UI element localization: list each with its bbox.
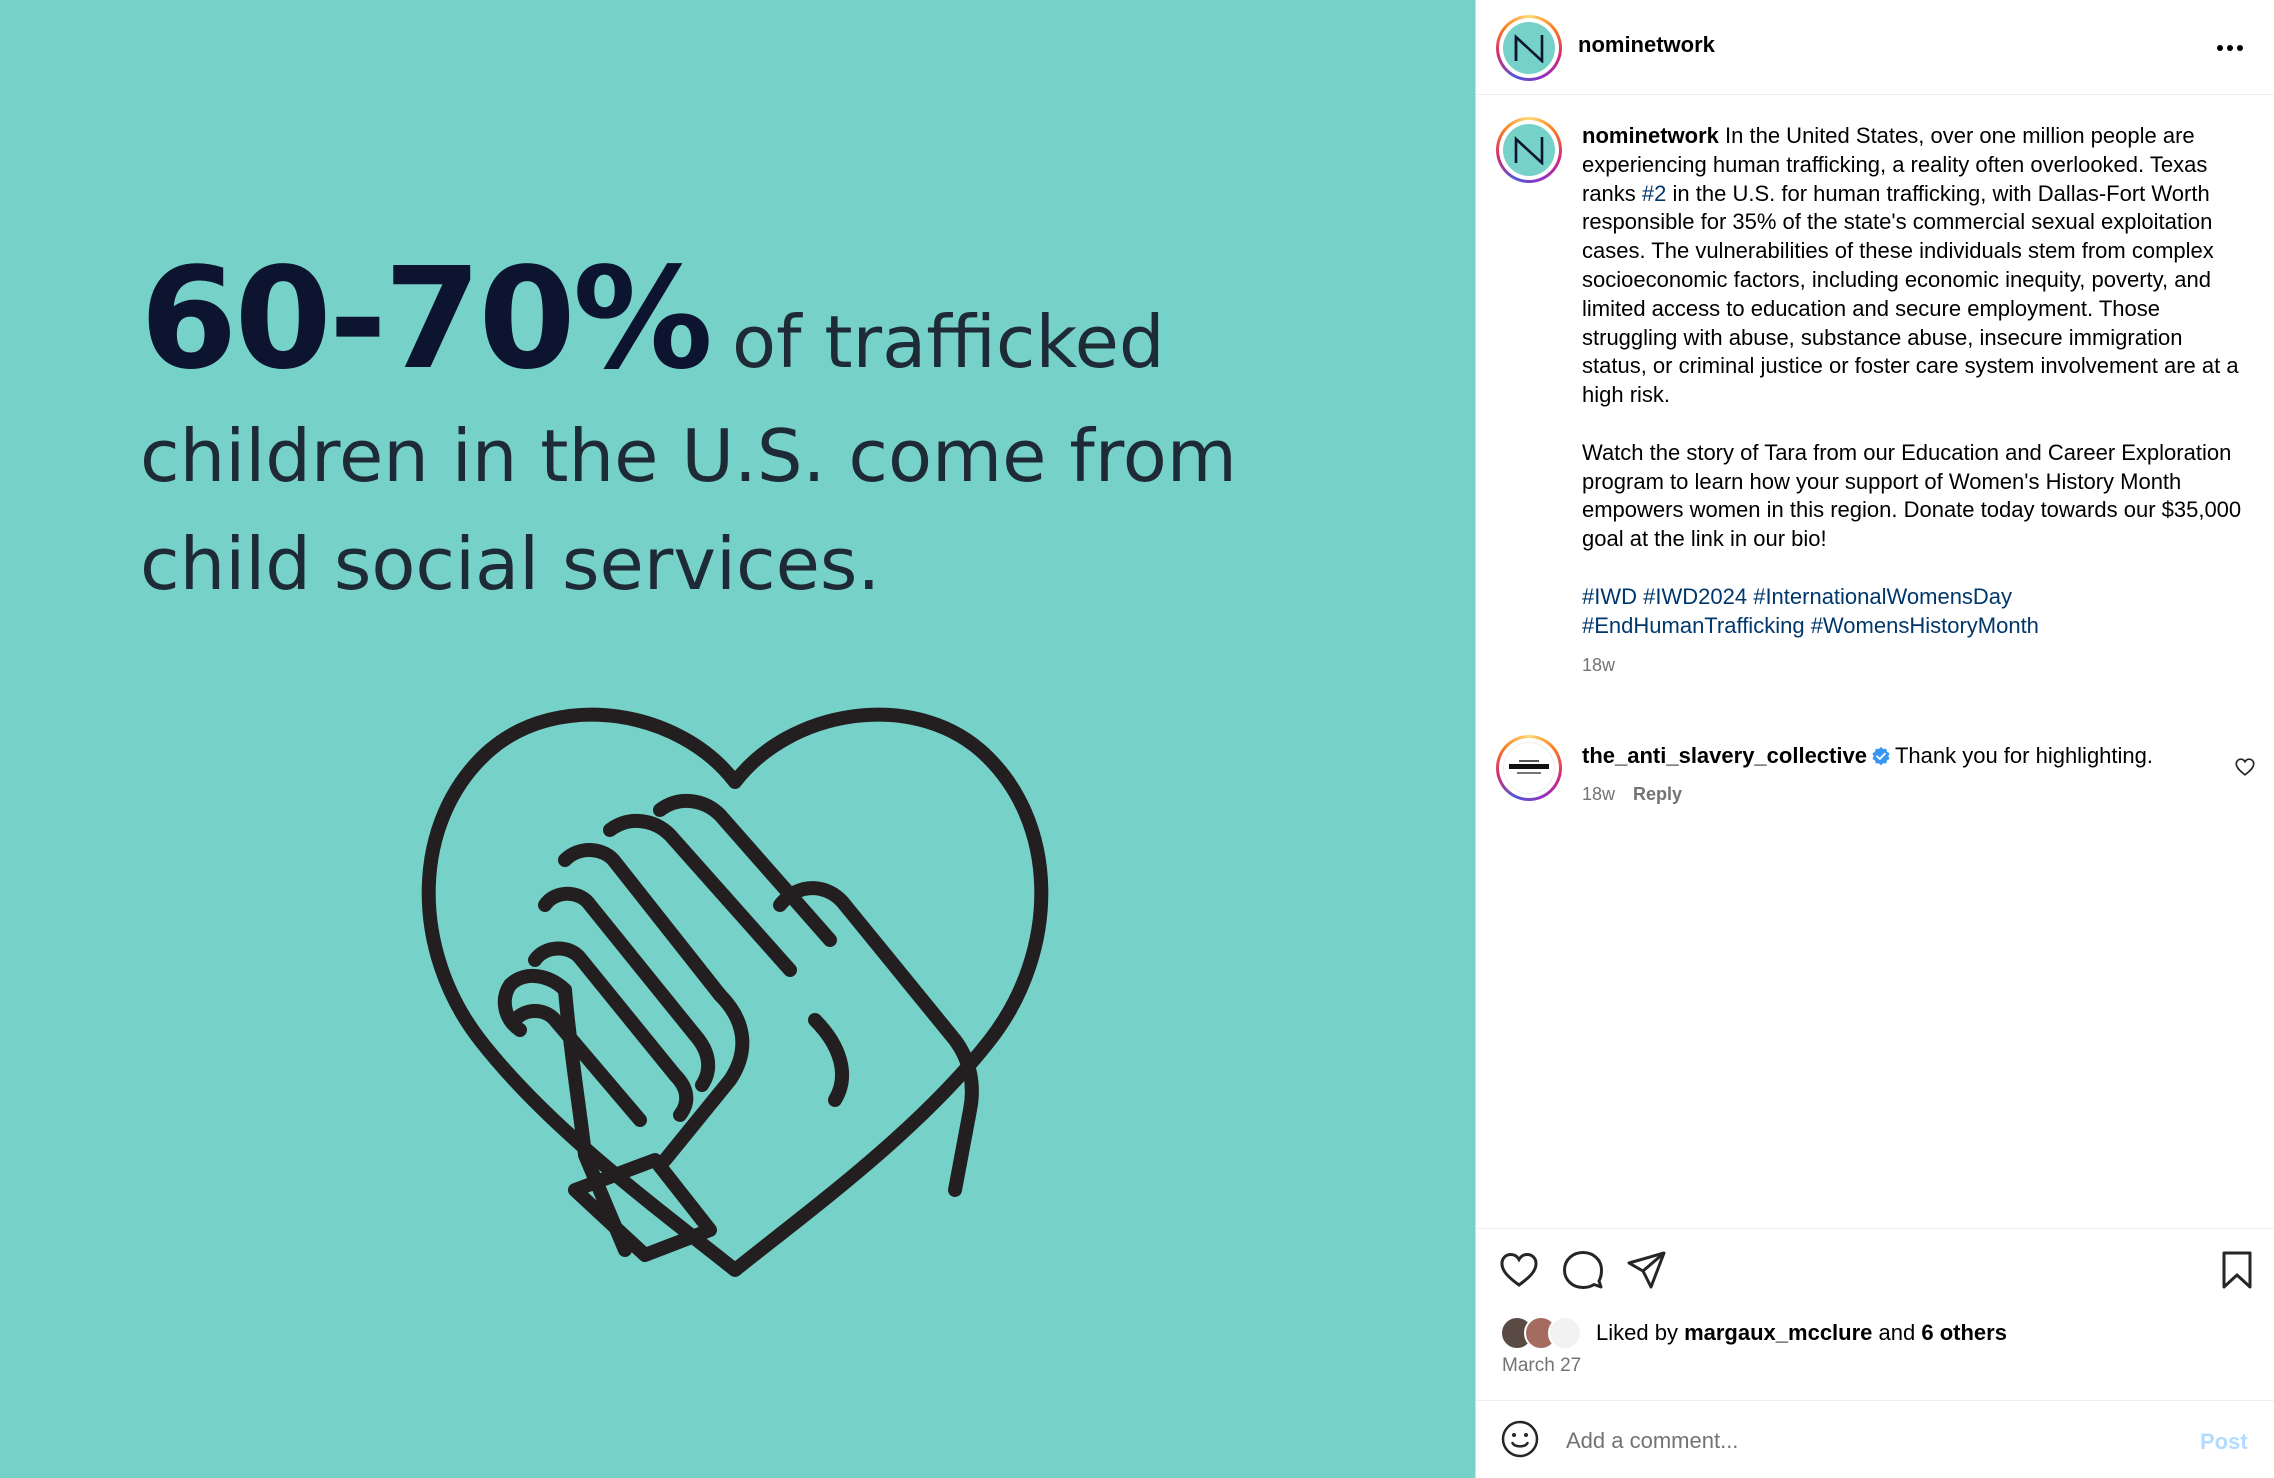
caption-body-part2: in the U.S. for human trafficking, with …	[1582, 180, 2239, 408]
header-username[interactable]: nominetwork	[1578, 32, 1715, 57]
heart-with-hands-icon	[421, 707, 1049, 1277]
comment-timestamp[interactable]: 18w	[1582, 784, 1616, 804]
hashtag-link[interactable]: #2	[1641, 180, 1667, 206]
caption-avatar[interactable]	[1496, 117, 1562, 183]
heart-outline-icon[interactable]	[1498, 1249, 1540, 1291]
post-panel: nominetwork nominetwork In the United St…	[1475, 0, 2274, 1478]
likes-prefix: Liked by	[1596, 1320, 1678, 1345]
caption-body-part1: In the United States, over one million p…	[1582, 123, 2208, 206]
caption-timestamp[interactable]: 18w	[1582, 655, 1616, 676]
comment-username[interactable]: the_anti_slavery_collective	[1582, 743, 1867, 768]
emoji-smiley-icon[interactable]	[1500, 1419, 1540, 1459]
hashtag-link[interactable]: #EndHumanTrafficking	[1582, 612, 1805, 638]
post-comment-button[interactable]: Post	[2200, 1429, 2248, 1454]
liker-avatars[interactable]	[1500, 1316, 1586, 1350]
media-line2: children in the U.S. come from	[140, 414, 1237, 498]
avatar	[1548, 1316, 1582, 1350]
more-horizontal-icon[interactable]	[2214, 38, 2246, 58]
hashtag-link[interactable]: #WomensHistoryMonth	[1810, 612, 2039, 638]
likes-summary: Liked by margaux_mcclure and 6 others	[1500, 1315, 2007, 1351]
post-media: 60-70% of trafficked children in the U.S.…	[0, 0, 1475, 1478]
hashtag-link[interactable]: #InternationalWomensDay	[1753, 583, 2013, 609]
nomi-logo-icon	[1514, 34, 1544, 63]
comment-bubble-icon[interactable]	[1562, 1249, 1604, 1291]
verified-badge-icon	[1872, 747, 1890, 766]
heart-outline-icon[interactable]	[2234, 756, 2256, 778]
media-headline: 60-70% of trafficked children in the U.S.…	[140, 250, 1420, 618]
post-actions: Liked by margaux_mcclure and 6 others Ma…	[1476, 1228, 2274, 1400]
post-date[interactable]: March 27	[1502, 1355, 1582, 1376]
post-header: nominetwork	[1476, 0, 2274, 95]
media-line1-rest: of trafficked	[732, 300, 1165, 384]
liker-username[interactable]: margaux_mcclure	[1684, 1320, 1873, 1345]
paper-plane-icon[interactable]	[1626, 1249, 1668, 1291]
caption-paragraph-2: Watch the story of Tara from our Educati…	[1582, 439, 2242, 552]
nomi-logo-icon	[1514, 136, 1544, 165]
header-avatar[interactable]	[1496, 15, 1562, 81]
caption-username[interactable]: nominetwork	[1582, 123, 1719, 148]
comment-input[interactable]	[1566, 1421, 2126, 1461]
caption-hashtags: #IWD #IWD2024 #InternationalWomensDay #En…	[1582, 583, 2242, 641]
caption-text: nominetwork In the United States, over o…	[1582, 122, 2242, 680]
add-comment-bar: Post	[1476, 1400, 2274, 1478]
reply-button[interactable]: Reply	[1633, 784, 1683, 804]
hashtag-link[interactable]: #IWD2024	[1643, 583, 1748, 609]
anti-slavery-logo-icon	[1509, 760, 1549, 774]
media-line3: child social services.	[140, 522, 881, 606]
likes-others-link[interactable]: 6 others	[1921, 1320, 2007, 1345]
comment-text: Thank you for highlighting.	[1894, 743, 2154, 768]
likes-conjunction: and	[1878, 1320, 1916, 1345]
hashtag-link[interactable]: #IWD	[1582, 583, 1637, 609]
bookmark-icon[interactable]	[2216, 1249, 2258, 1291]
media-stat: 60-70%	[140, 238, 713, 401]
comment-avatar[interactable]	[1496, 735, 1562, 801]
